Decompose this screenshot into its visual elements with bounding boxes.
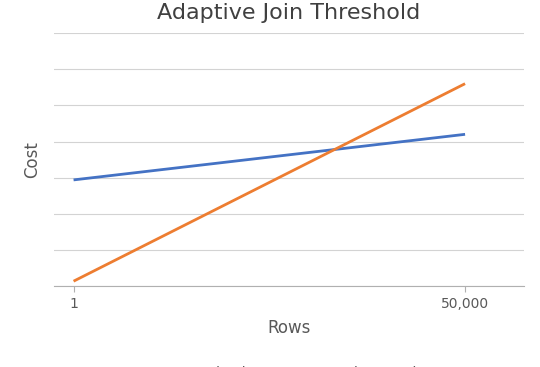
Y-axis label: Cost: Cost [23,141,41,178]
Legend: Hash Join, Nested Loop Join: Hash Join, Nested Loop Join [147,360,430,367]
Title: Adaptive Join Threshold: Adaptive Join Threshold [157,3,421,23]
X-axis label: Rows: Rows [267,319,310,337]
